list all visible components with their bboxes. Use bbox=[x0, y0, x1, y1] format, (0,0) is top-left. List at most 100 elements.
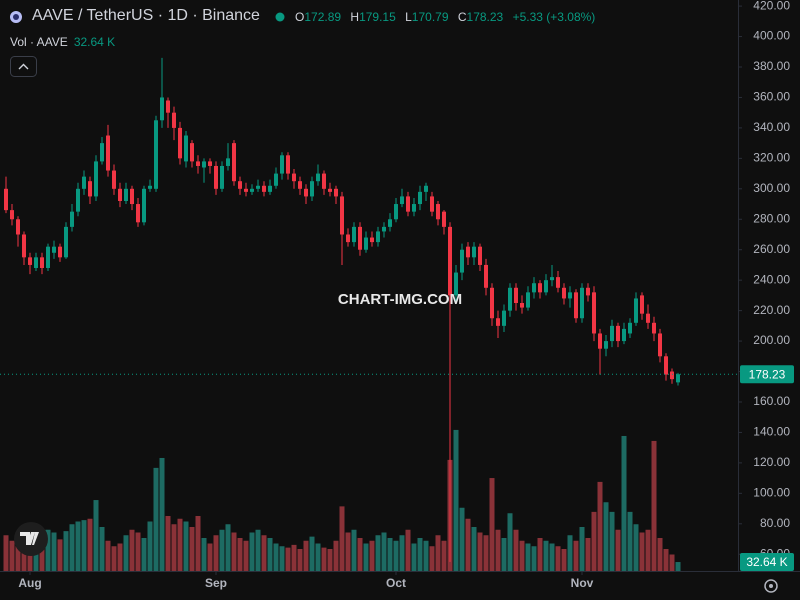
candle-body bbox=[292, 173, 296, 182]
volume-tag-label: 32.64 K bbox=[746, 555, 787, 569]
volume-bar bbox=[45, 529, 51, 571]
candle-body bbox=[142, 188, 146, 223]
volume-tag bbox=[740, 553, 794, 571]
volume-value: 32.64 K bbox=[73, 35, 116, 49]
candle-body bbox=[622, 328, 626, 342]
candle-body bbox=[658, 333, 662, 357]
candle-body bbox=[394, 204, 398, 220]
candle-body bbox=[652, 322, 656, 334]
volume-bar bbox=[561, 549, 567, 571]
candle-body bbox=[10, 210, 14, 220]
candle-body bbox=[412, 204, 416, 212]
candle-body bbox=[598, 333, 602, 349]
candle-body bbox=[334, 188, 338, 197]
volume-bar bbox=[267, 538, 273, 571]
candle-body bbox=[466, 246, 470, 258]
candle-body bbox=[268, 185, 272, 192]
candle-body bbox=[34, 257, 38, 268]
candle-body bbox=[130, 188, 134, 205]
candle-body bbox=[526, 292, 530, 308]
candle-body bbox=[52, 246, 56, 253]
volume-bar bbox=[651, 440, 657, 571]
candle-body bbox=[376, 231, 380, 243]
volume-bar bbox=[57, 539, 63, 571]
candle-body bbox=[28, 257, 32, 265]
volume-legend: Vol · AAVE 32.64 K bbox=[10, 35, 115, 49]
candle-body bbox=[166, 100, 170, 113]
y-tick-label: 80.00 bbox=[760, 516, 790, 530]
volume-bar bbox=[345, 532, 351, 571]
candle-body bbox=[358, 226, 362, 250]
volume-bar bbox=[255, 529, 261, 571]
candle-body bbox=[118, 188, 122, 201]
volume-bar bbox=[495, 529, 501, 571]
volume-bar bbox=[225, 524, 231, 571]
candle-body bbox=[202, 161, 206, 168]
volume-bar bbox=[549, 543, 555, 571]
volume-bar bbox=[207, 543, 213, 571]
candle-layer bbox=[4, 57, 680, 562]
volume-bar bbox=[231, 532, 237, 571]
ohlc-label: O bbox=[295, 10, 305, 24]
candle-body bbox=[94, 161, 98, 197]
collapse-icon bbox=[18, 63, 29, 70]
volume-bar bbox=[411, 543, 417, 571]
volume-bar bbox=[129, 529, 135, 571]
volume-bar bbox=[285, 547, 291, 571]
candle-body bbox=[418, 191, 422, 205]
settings-icon-dot bbox=[769, 584, 773, 588]
volume-title: Vol · AAVE bbox=[10, 35, 68, 49]
volume-bar bbox=[417, 538, 423, 571]
volume-bar bbox=[483, 535, 489, 571]
volume-bar bbox=[177, 518, 183, 571]
candle-body bbox=[124, 188, 128, 201]
volume-bar bbox=[567, 535, 573, 571]
candle-body bbox=[220, 165, 224, 189]
candle-body bbox=[604, 341, 608, 349]
volume-bar bbox=[393, 540, 399, 571]
y-tick-label: 120.00 bbox=[753, 455, 790, 469]
volume-bar bbox=[291, 544, 297, 571]
volume-bar bbox=[3, 535, 9, 571]
volume-bar bbox=[357, 538, 363, 571]
y-tick-label: 320.00 bbox=[753, 151, 790, 165]
candle-body bbox=[616, 325, 620, 342]
volume-bar bbox=[465, 518, 471, 571]
volume-bar bbox=[621, 435, 627, 571]
candle-body bbox=[4, 188, 8, 211]
candle-body bbox=[262, 185, 266, 192]
volume-bar bbox=[441, 540, 447, 571]
volume-bar bbox=[123, 535, 129, 571]
candle-body bbox=[664, 356, 668, 375]
candle-body bbox=[238, 181, 242, 189]
y-tick-label: 300.00 bbox=[753, 181, 790, 195]
y-tick-label: 340.00 bbox=[753, 120, 790, 134]
volume-bar bbox=[639, 532, 645, 571]
volume-bar bbox=[213, 535, 219, 571]
volume-bar bbox=[627, 511, 633, 571]
volume-bar bbox=[309, 536, 315, 571]
volume-bar bbox=[555, 546, 561, 571]
volume-bar bbox=[75, 521, 81, 571]
volume-bar bbox=[243, 540, 249, 571]
candle-body bbox=[586, 287, 590, 296]
volume-bar bbox=[321, 547, 327, 571]
candle-body bbox=[574, 292, 578, 319]
candle-body bbox=[424, 185, 428, 192]
volume-bar bbox=[399, 535, 405, 571]
candle-body bbox=[232, 143, 236, 182]
volume-bar bbox=[513, 529, 519, 571]
volume-bar bbox=[663, 549, 669, 571]
volume-bar bbox=[429, 546, 435, 571]
volume-bar bbox=[9, 540, 15, 571]
collapse-button[interactable] bbox=[10, 56, 37, 77]
volume-bar bbox=[387, 538, 393, 571]
volume-bar bbox=[525, 543, 531, 571]
volume-bar bbox=[69, 524, 75, 571]
volume-bar bbox=[171, 524, 177, 571]
candle-body bbox=[280, 155, 284, 174]
settings-icon[interactable] bbox=[764, 579, 778, 593]
candle-body bbox=[472, 246, 476, 258]
volume-bar bbox=[249, 532, 255, 571]
